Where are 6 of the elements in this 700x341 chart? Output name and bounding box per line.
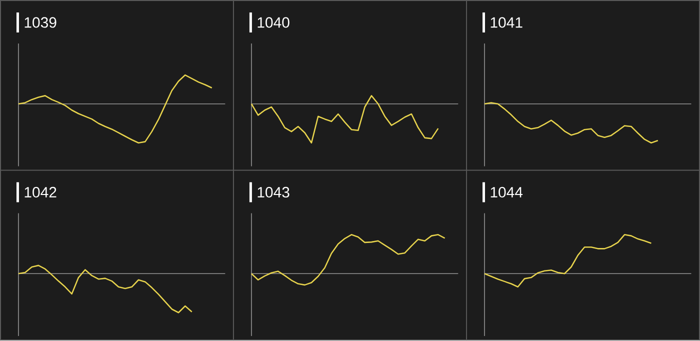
chart-title: 1040	[258, 17, 290, 28]
chart-title: 1042	[24, 187, 56, 198]
chart-title: 1041	[490, 17, 522, 28]
chart-title: 1039	[24, 17, 56, 28]
chart-title: 1043	[258, 187, 290, 198]
chart-title: 1044	[490, 187, 523, 198]
